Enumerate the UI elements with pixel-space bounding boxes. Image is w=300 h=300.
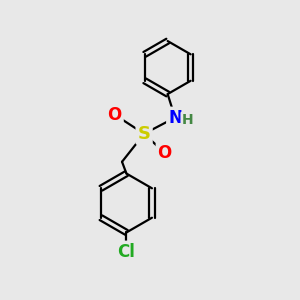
Text: N: N xyxy=(168,109,182,127)
Text: H: H xyxy=(182,113,193,127)
Text: S: S xyxy=(138,125,151,143)
Text: Cl: Cl xyxy=(118,243,135,261)
Text: O: O xyxy=(107,106,122,124)
Text: O: O xyxy=(158,144,172,162)
